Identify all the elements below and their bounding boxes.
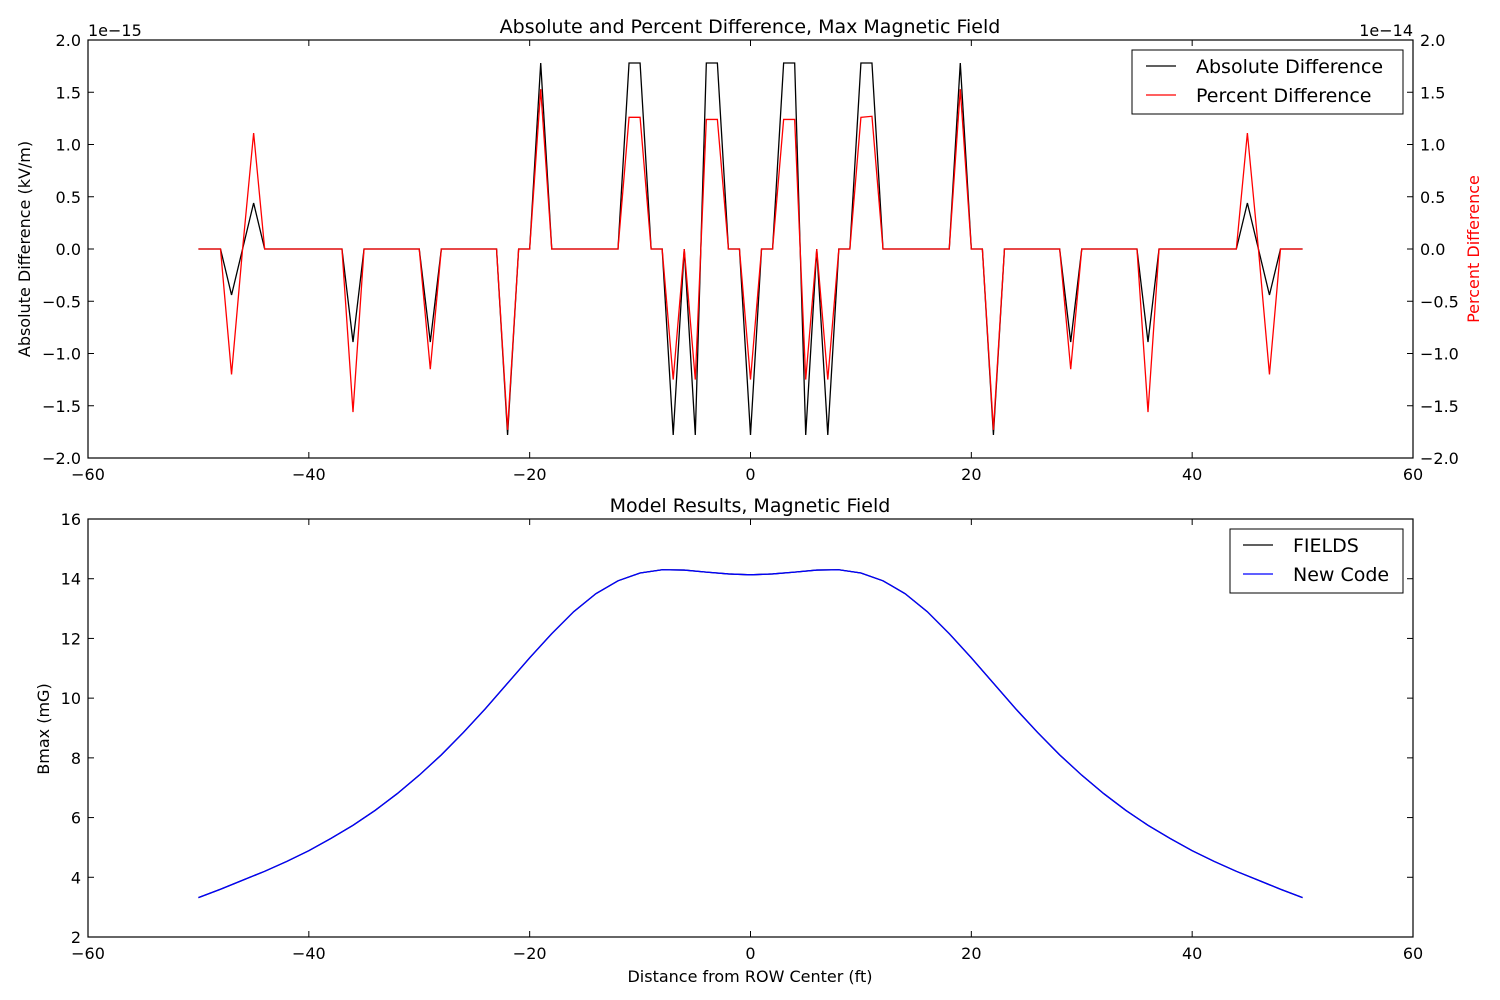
legend-box: [1131, 49, 1404, 115]
model-results-chart-legend: FIELDS New Code: [1229, 528, 1404, 594]
difference-chart-frame: [87, 39, 1414, 459]
model-results-chart-title: Model Results, Magnetic Field: [610, 495, 891, 517]
y-tick-label: 6: [71, 809, 81, 828]
model-results-chart-frame: [87, 518, 1414, 938]
y-tick-label: 1.5: [56, 83, 81, 102]
x-tick-label: 0: [745, 465, 755, 484]
model-results-chart-ticks: −60 −40 −20 0 20 40 60 2 4 6 8 10 12 14 16: [61, 510, 1424, 963]
y2-tick-label: 1.0: [1420, 136, 1445, 155]
x-tick-label: −20: [513, 944, 547, 963]
y-tick-label: 4: [71, 868, 81, 887]
difference-chart-title: Absolute and Percent Difference, Max Mag…: [500, 16, 1001, 38]
legend-box: [1229, 528, 1404, 594]
x-tick-label: −60: [71, 465, 105, 484]
difference-chart: Absolute and Percent Difference, Max Mag…: [15, 16, 1483, 484]
x-tick-label: −60: [71, 944, 105, 963]
difference-chart-ticks: −60 −40 −20 0 20 40 60−2.0 −2.0−1.5 −1.5−1.0 −1.0…: [42, 31, 1459, 484]
y-tick-label: −0.5: [42, 292, 81, 311]
y-tick-label: 16: [61, 510, 81, 529]
difference-chart-y-axis-label: Absolute Difference (kV/m): [15, 141, 34, 357]
y2-tick-label: −1.5: [1420, 397, 1459, 416]
difference-chart-y2-offset-label: 1e−14: [1359, 21, 1413, 40]
x-tick-label: 20: [961, 465, 981, 484]
y-tick-label: 10: [61, 689, 81, 708]
y-tick-label: 2: [71, 928, 81, 947]
y2-tick-label: 0.0: [1420, 240, 1445, 259]
difference-chart-y2-axis-label: Percent Difference: [1464, 175, 1483, 323]
x-tick-label: 0: [745, 944, 755, 963]
y2-tick-label: 2.0: [1420, 31, 1445, 50]
x-tick-label: −40: [292, 465, 326, 484]
legend-label-percent-difference: Percent Difference: [1196, 85, 1371, 107]
x-tick-label: 20: [961, 944, 981, 963]
y-tick-label: 14: [61, 570, 81, 589]
y-tick-label: 12: [61, 629, 81, 648]
y2-tick-label: −0.5: [1420, 292, 1459, 311]
model-results-chart-x-axis-label: Distance from ROW Center (ft): [627, 967, 872, 986]
model-results-chart-y-axis-label: Bmax (mG): [34, 683, 53, 774]
y-tick-label: 1.0: [56, 136, 81, 155]
y2-tick-label: 0.5: [1420, 188, 1445, 207]
x-tick-label: 40: [1182, 944, 1202, 963]
x-tick-label: 60: [1403, 465, 1423, 484]
legend-label-new-code: New Code: [1293, 564, 1389, 586]
x-tick-label: 40: [1182, 465, 1202, 484]
y-tick-label: 0.0: [56, 240, 81, 259]
y2-tick-label: −1.0: [1420, 345, 1459, 364]
y-tick-label: 8: [71, 749, 81, 768]
legend-label-absolute-difference: Absolute Difference: [1196, 56, 1383, 78]
x-tick-label: −40: [292, 944, 326, 963]
legend-label-fields: FIELDS: [1293, 535, 1359, 557]
x-tick-label: −20: [513, 465, 547, 484]
difference-chart-y-offset-label: 1e−15: [88, 21, 142, 40]
y2-tick-label: 1.5: [1420, 83, 1445, 102]
difference-chart-series: [198, 62, 1303, 436]
y-tick-label: −1.0: [42, 345, 81, 364]
y-tick-label: −1.5: [42, 397, 81, 416]
x-tick-label: 60: [1403, 944, 1423, 963]
difference-chart-legend: Absolute Difference Percent Difference: [1131, 49, 1404, 115]
y-tick-label: 0.5: [56, 188, 81, 207]
model-results-chart: Model Results, Magnetic Field Bmax (mG) …: [34, 495, 1423, 986]
y-tick-label: 2.0: [56, 31, 81, 50]
series-line-percent-difference: [198, 89, 1303, 430]
y-tick-label: −2.0: [42, 449, 81, 468]
model-results-chart-series: [198, 569, 1303, 899]
series-line-new-code: [198, 569, 1303, 899]
y2-tick-label: −2.0: [1420, 449, 1459, 468]
